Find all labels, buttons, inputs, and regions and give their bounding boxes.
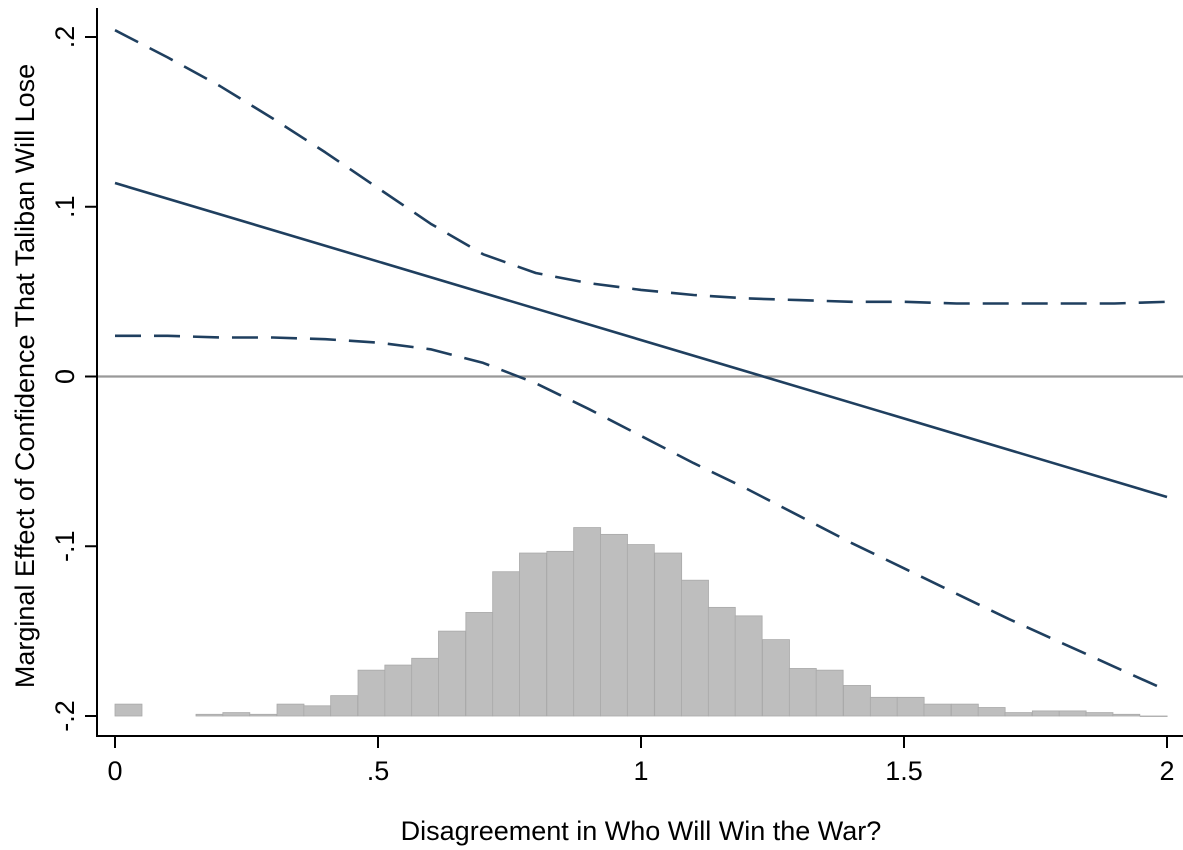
histogram-bar bbox=[384, 664, 413, 717]
histogram-bar bbox=[707, 606, 736, 717]
histogram-bar bbox=[1112, 713, 1141, 717]
histogram-bar bbox=[1085, 712, 1114, 717]
histogram-bar bbox=[788, 668, 817, 717]
y-tick-label: .2 bbox=[50, 26, 80, 49]
histogram-bar bbox=[114, 703, 143, 717]
histogram-bar bbox=[977, 707, 1006, 717]
histogram-bar bbox=[276, 703, 305, 717]
histogram-bar bbox=[1004, 712, 1033, 717]
histogram-bar bbox=[492, 571, 521, 717]
histogram bbox=[114, 527, 1168, 717]
x-tick-label: 2 bbox=[1159, 756, 1174, 786]
x-tick-label: 1.5 bbox=[885, 756, 923, 786]
y-axis-title: Marginal Effect of Confidence That Talib… bbox=[10, 64, 40, 688]
histogram-bar bbox=[950, 703, 979, 717]
histogram-bar bbox=[1031, 710, 1060, 717]
histogram-bar bbox=[195, 713, 224, 717]
histogram-bar bbox=[896, 696, 925, 717]
marginal-effect-line bbox=[114, 181, 1168, 499]
x-axis-title: Disagreement in Who Will Win the War? bbox=[401, 816, 882, 846]
histogram-bar bbox=[330, 695, 359, 717]
y-tick-label: -.2 bbox=[50, 700, 80, 732]
confidence-bound-line bbox=[115, 334, 1168, 692]
y-tick-label: .1 bbox=[50, 195, 80, 218]
histogram-bar bbox=[869, 696, 898, 717]
y-axis-ticks: .2 .1 0 -.1 -.2 bbox=[50, 26, 97, 732]
histogram-bar bbox=[600, 533, 628, 717]
histogram-bar bbox=[222, 712, 251, 717]
histogram-bar bbox=[573, 527, 602, 717]
histogram-bar bbox=[815, 669, 844, 717]
histogram-bar bbox=[411, 657, 440, 717]
confidence-bound-line bbox=[114, 29, 1168, 305]
axes bbox=[96, 8, 1183, 737]
histogram-bar bbox=[357, 669, 386, 717]
y-tick-label: -.1 bbox=[50, 530, 80, 562]
histogram-bar bbox=[843, 685, 871, 717]
histogram-bar bbox=[1139, 715, 1168, 717]
x-tick-label: 0 bbox=[107, 756, 122, 786]
y-tick-label: 0 bbox=[50, 369, 80, 384]
histogram-bar bbox=[249, 713, 278, 717]
x-tick-label: .5 bbox=[367, 756, 390, 786]
histogram-bar bbox=[519, 552, 547, 717]
histogram-bar bbox=[734, 615, 763, 717]
histogram-bar bbox=[762, 639, 790, 717]
series-lines bbox=[114, 29, 1168, 692]
histogram-bar bbox=[681, 579, 709, 717]
histogram-bar bbox=[438, 630, 466, 717]
histogram-bar bbox=[923, 703, 952, 717]
histogram-bar bbox=[1058, 710, 1087, 717]
histogram-bar bbox=[546, 550, 575, 717]
histogram-bar bbox=[465, 612, 494, 717]
histogram-bar bbox=[654, 552, 683, 717]
x-tick-label: 1 bbox=[633, 756, 648, 786]
histogram-bar bbox=[626, 544, 655, 717]
histogram-bar bbox=[303, 705, 332, 717]
x-axis-ticks: 0 .5 1 1.5 2 bbox=[107, 736, 1175, 786]
